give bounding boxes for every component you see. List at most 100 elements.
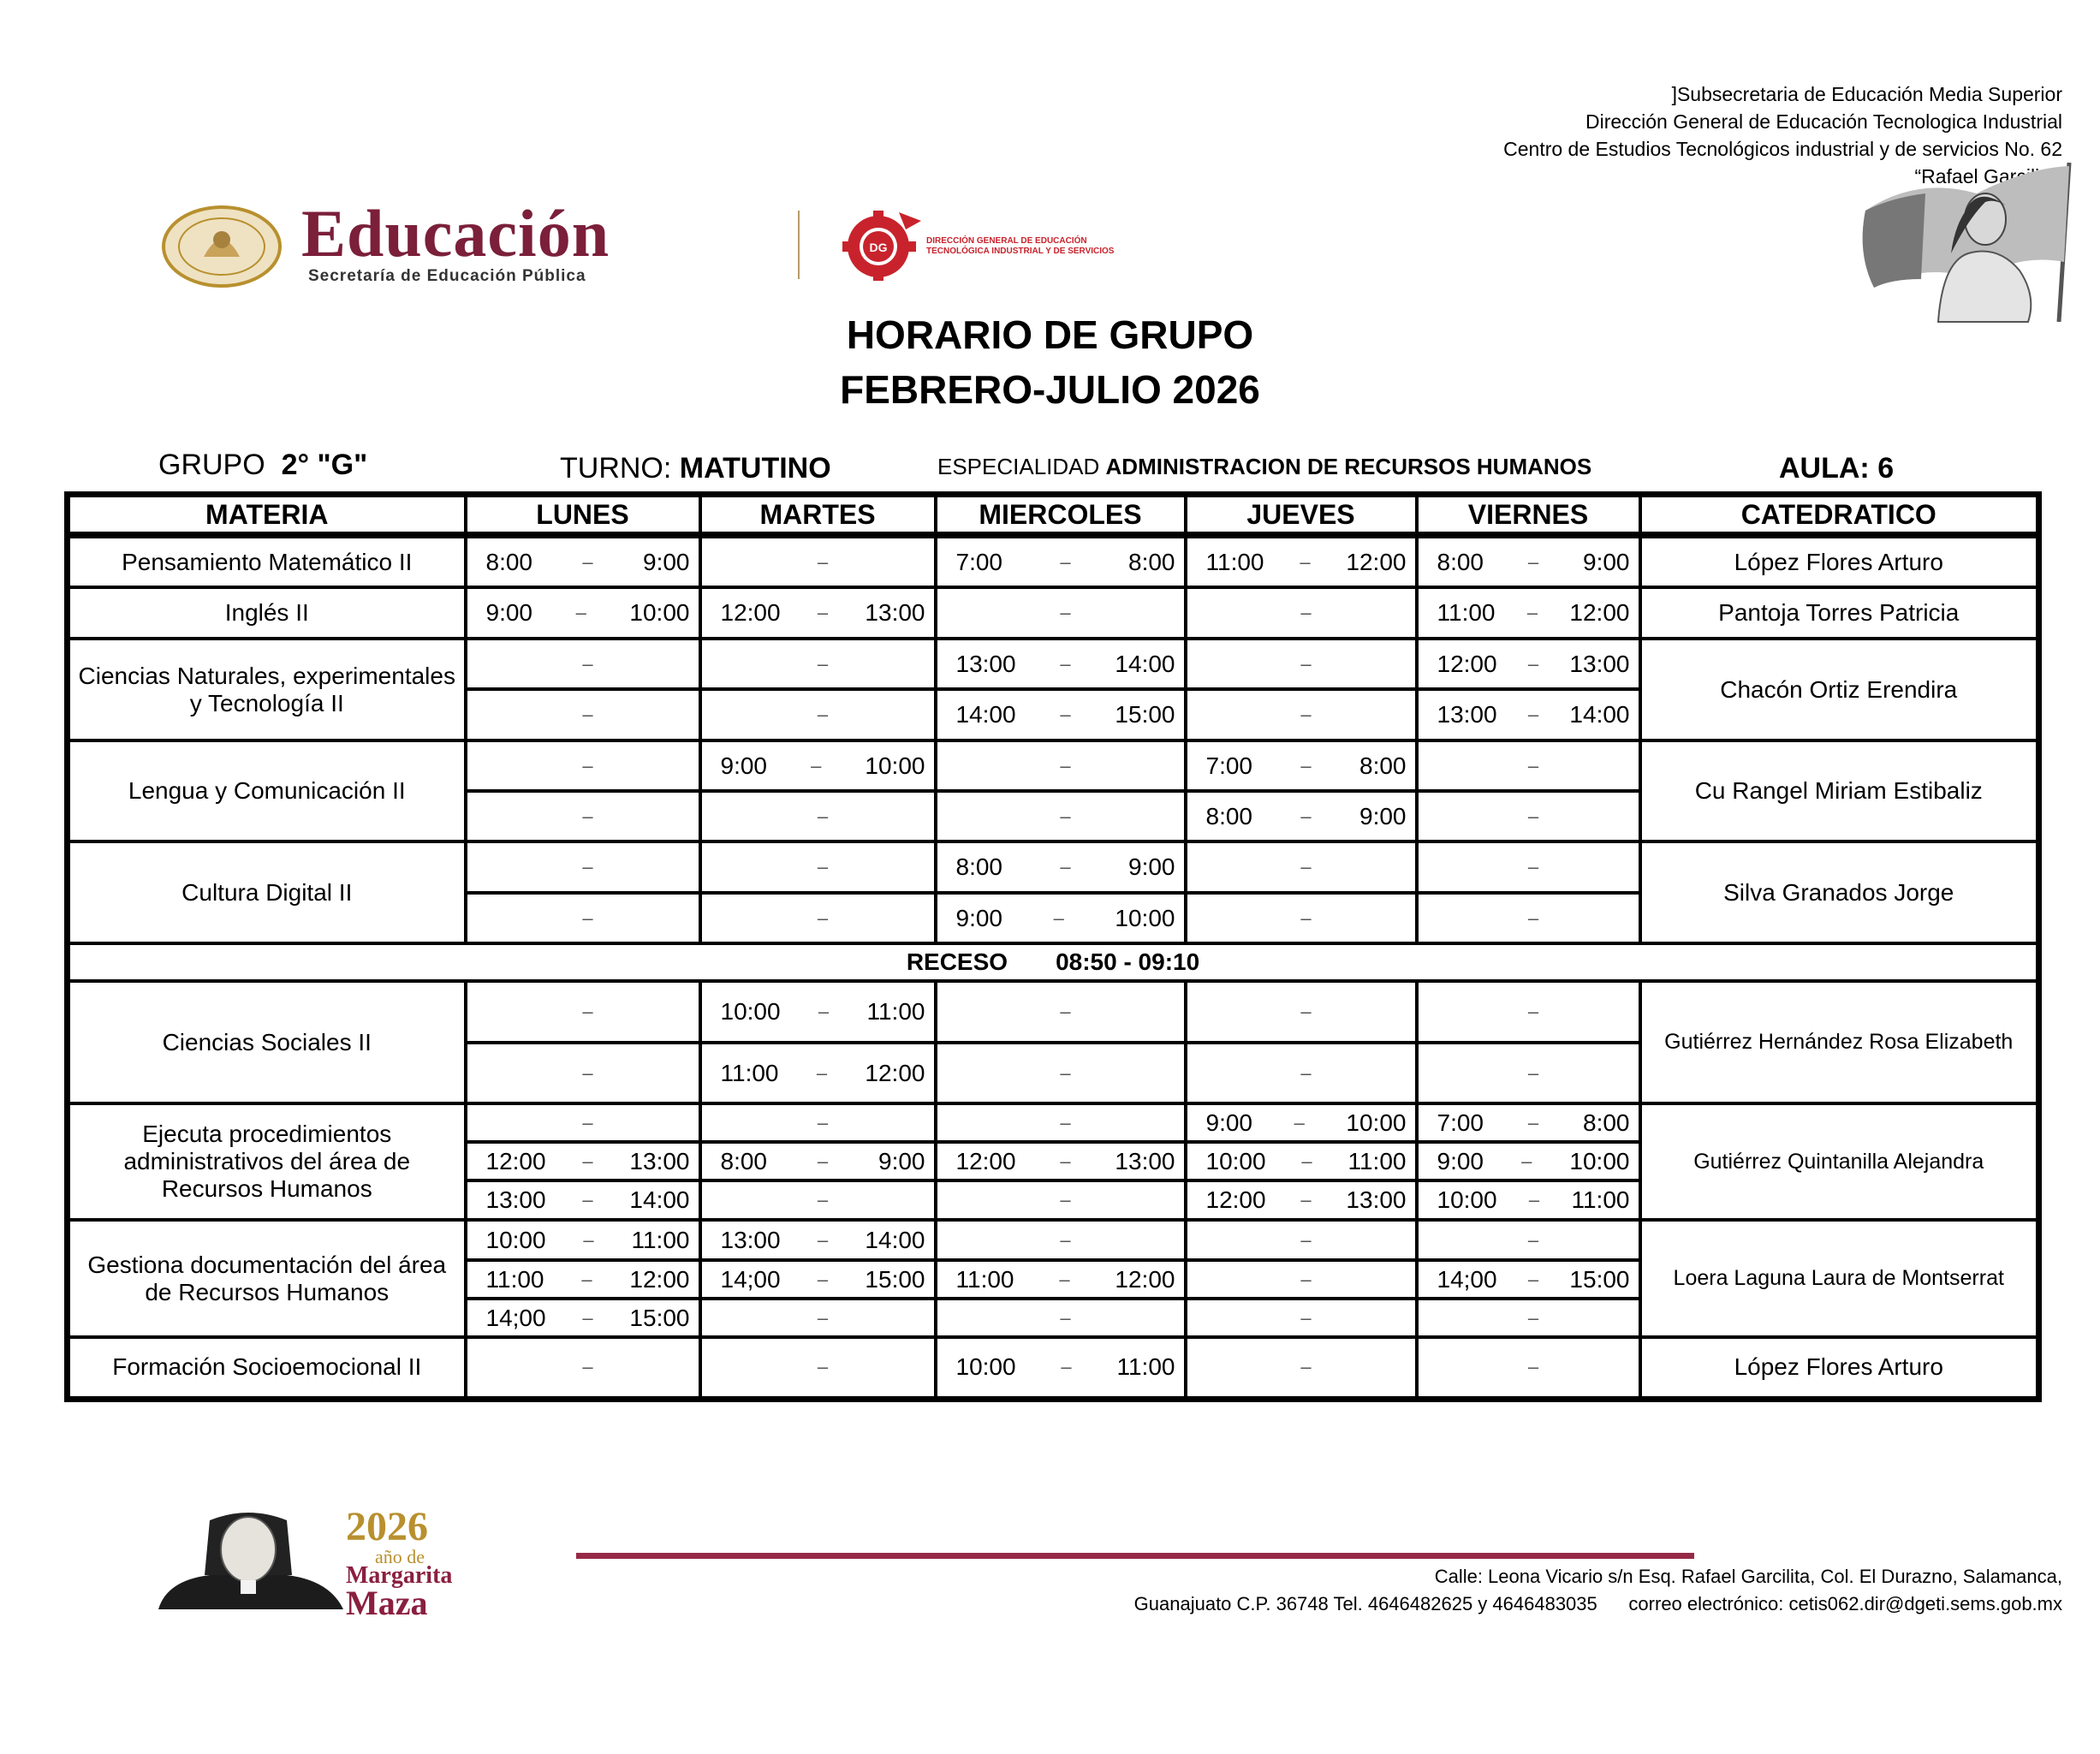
end-time: 15:00 bbox=[1569, 1265, 1630, 1293]
header-viernes: VIERNES bbox=[1414, 492, 1642, 538]
time-slot: – bbox=[1187, 1307, 1415, 1329]
time-cell-miercoles: 13:00 – 14:00 bbox=[933, 637, 1187, 691]
time-separator: – bbox=[1300, 805, 1312, 827]
time-slot: – bbox=[937, 602, 1184, 624]
table-row: – – 9:00 – 10:00 – – bbox=[68, 891, 2039, 945]
time-slot: – bbox=[1419, 907, 1639, 930]
start-time: 11:00 bbox=[955, 1265, 1014, 1293]
footer-name-first: Margarita bbox=[346, 1562, 453, 1589]
time-cell-martes: – bbox=[698, 1179, 937, 1222]
start-time: 8:00 bbox=[1205, 802, 1253, 829]
table-row: Lengua y Comunicación II –9:00–10:00–7:00… bbox=[65, 739, 2041, 843]
start-time: 13:00 bbox=[720, 1226, 781, 1253]
time-cell-miercoles: – bbox=[933, 1218, 1187, 1262]
time-cell-miercoles: – bbox=[933, 789, 1187, 843]
time-slot: – bbox=[1187, 907, 1415, 930]
time-slot: 7:00 – 8:00 bbox=[1419, 1109, 1639, 1137]
time-cell-jueves: – bbox=[1183, 586, 1419, 640]
end-time: 11:00 bbox=[1347, 1147, 1407, 1174]
time-cell-martes: – bbox=[698, 891, 937, 945]
time-slot: – bbox=[702, 806, 934, 828]
time-cell-lunes: – bbox=[463, 1102, 702, 1144]
receso-time: 08:50 - 09:10 bbox=[1056, 948, 1200, 975]
header-lunes: LUNES bbox=[463, 492, 702, 538]
dgeti-text: DIRECCIÓN GENERAL DE EDUCACIÓN TECNOLÓGI… bbox=[926, 236, 1114, 257]
end-time: 12:00 bbox=[629, 1265, 690, 1293]
time-slot: – bbox=[1419, 1001, 1639, 1023]
time-slot: – bbox=[467, 1062, 699, 1085]
footer-year: 2026 bbox=[346, 1504, 428, 1549]
time-separator: – bbox=[817, 602, 829, 623]
time-slot: – bbox=[937, 1229, 1184, 1252]
time-slot: – bbox=[1419, 1307, 1639, 1329]
time-slot: – bbox=[1187, 1062, 1415, 1085]
start-time: 8:00 bbox=[1437, 548, 1484, 575]
empty-slot-dash: – bbox=[1300, 652, 1312, 675]
time-separator: – bbox=[1527, 1268, 1539, 1290]
empty-slot-dash: – bbox=[1300, 704, 1312, 725]
time-slot: – bbox=[1419, 856, 1639, 878]
start-time: 14;00 bbox=[485, 1304, 546, 1331]
empty-slot-dash: – bbox=[817, 805, 829, 827]
time-slot: – bbox=[1187, 1356, 1415, 1378]
time-slot: – bbox=[702, 551, 934, 574]
empty-slot-dash: – bbox=[1527, 1001, 1539, 1022]
table-row: Ciencias Sociales II – 10:00 – 11:00 – – – Gutié… bbox=[65, 979, 2041, 1105]
time-slot: – bbox=[702, 653, 934, 675]
time-slot: 12:00 – 13:00 bbox=[1419, 651, 1639, 678]
time-separator: – bbox=[582, 1189, 593, 1210]
time-slot: – bbox=[937, 1307, 1184, 1329]
time-slot: 12:00 – 13:00 bbox=[702, 599, 934, 627]
empty-slot-dash: – bbox=[1060, 1306, 1071, 1329]
time-slot: – bbox=[702, 856, 934, 878]
schedule-table: MATERIA LUNES MARTES MIERCOLES JUEVES VI… bbox=[64, 491, 2042, 1402]
start-time: 10:00 bbox=[720, 998, 781, 1025]
time-cell-miercoles: 7:00 – 8:00 bbox=[933, 533, 1187, 589]
empty-slot-dash: – bbox=[817, 704, 829, 725]
time-cell-lunes: – bbox=[463, 789, 702, 843]
footer-name-last: Maza bbox=[346, 1584, 428, 1622]
time-cell-viernes: 10:00 – 11:00 bbox=[1414, 1179, 1642, 1222]
empty-slot-dash: – bbox=[817, 856, 829, 877]
time-separator: – bbox=[1053, 907, 1064, 929]
time-slot: 10:00 – 11:00 bbox=[467, 1227, 699, 1254]
time-separator: – bbox=[581, 1268, 592, 1290]
empty-slot-dash: – bbox=[1060, 1001, 1071, 1022]
empty-slot-dash: – bbox=[817, 1111, 829, 1133]
empty-slot-dash: – bbox=[1300, 1306, 1312, 1329]
time-separator: – bbox=[1527, 1111, 1539, 1133]
table-row: Pensamiento Matemático II 8:00 – 9:00 – 7:00 –… bbox=[65, 533, 2041, 589]
subject-cell: Ejecuta procedimientos administrativos d… bbox=[65, 1102, 467, 1222]
time-slot: – bbox=[937, 1112, 1184, 1134]
woman-with-flag-illustration bbox=[1862, 162, 2072, 323]
time-slot: 10:00 – 11:00 bbox=[1187, 1148, 1415, 1175]
institution-line: Dirección General de Educación Tecnologi… bbox=[1585, 110, 2062, 133]
time-cell-viernes: – bbox=[1414, 1335, 1642, 1400]
time-cell-martes: 9:00 – 10:00 bbox=[698, 739, 937, 793]
time-slot: 11:00 – 12:00 bbox=[1187, 549, 1415, 576]
end-time: 10:00 bbox=[1115, 904, 1175, 931]
subject-cell: Ciencias Naturales, experimentales y Tec… bbox=[65, 637, 467, 742]
empty-slot-dash: – bbox=[1060, 1228, 1071, 1251]
time-cell-lunes: 12:00 – 13:00 bbox=[463, 1140, 702, 1182]
dgeti-text-line: TECNOLÓGICA INDUSTRIAL Y DE SERVICIOS bbox=[926, 247, 1115, 256]
time-cell-miercoles: – bbox=[933, 739, 1187, 793]
time-cell-viernes: 12:00 – 13:00 bbox=[1414, 637, 1642, 691]
time-cell-jueves: – bbox=[1183, 1258, 1419, 1300]
time-cell-martes: 12:00 – 13:00 bbox=[698, 586, 937, 640]
turno-field: TURNO: MATUTINO bbox=[560, 452, 831, 485]
time-cell-lunes: 10:00 – 11:00 bbox=[463, 1218, 702, 1262]
time-slot: 12:00 – 13:00 bbox=[467, 1148, 699, 1175]
empty-slot-dash: – bbox=[582, 1356, 593, 1378]
time-slot: 9:00 – 10:00 bbox=[1419, 1148, 1639, 1175]
table-row: 12:00 – 13:00 8:00 – 9:00 12:00 – 13:00 10:00 – 11:… bbox=[68, 1140, 2039, 1182]
teacher-cell: Cu Rangel Miriam Estibaliz bbox=[1638, 739, 2041, 843]
empty-slot-dash: – bbox=[1060, 754, 1071, 776]
time-cell-miercoles: 11:00 – 12:00 bbox=[933, 1258, 1187, 1300]
empty-slot-dash: – bbox=[817, 1356, 829, 1378]
empty-slot-dash: – bbox=[1527, 1306, 1539, 1329]
table-row: 14;00 – 15:00 – – – – bbox=[68, 1297, 2039, 1339]
time-slot: – bbox=[702, 1307, 934, 1329]
time-cell-lunes: – bbox=[463, 739, 702, 793]
time-cell-martes: – bbox=[698, 637, 937, 691]
